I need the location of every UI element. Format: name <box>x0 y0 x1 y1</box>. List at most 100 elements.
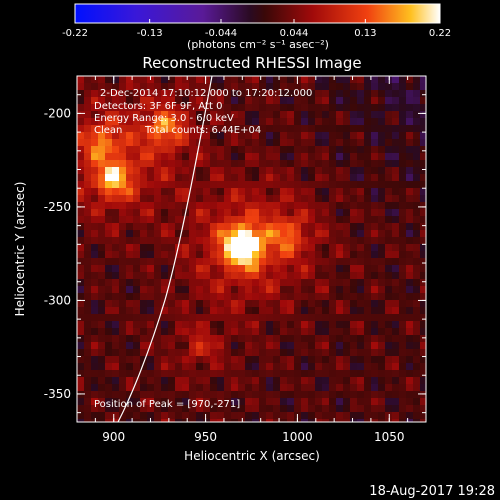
heatmap-cell <box>91 90 98 97</box>
heatmap-cell <box>77 314 84 321</box>
heatmap-cell <box>126 146 133 153</box>
heatmap-cell <box>98 370 105 377</box>
heatmap-cell <box>280 237 287 244</box>
heatmap-cell <box>147 237 154 244</box>
heatmap-cell <box>154 251 161 258</box>
heatmap-cell <box>315 349 322 356</box>
heatmap-cell <box>182 97 189 104</box>
heatmap-cell <box>231 265 238 272</box>
heatmap-cell <box>196 90 203 97</box>
heatmap-cell <box>217 258 224 265</box>
heatmap-cell <box>336 160 343 167</box>
heatmap-cell <box>238 258 245 265</box>
heatmap-cell <box>280 398 287 405</box>
heatmap-cell <box>252 97 259 104</box>
heatmap-cell <box>231 209 238 216</box>
heatmap-cell <box>252 419 259 422</box>
heatmap-cell <box>252 412 259 419</box>
heatmap-cell <box>329 335 336 342</box>
heatmap-cell <box>91 272 98 279</box>
heatmap-cell <box>259 181 266 188</box>
heatmap-cell <box>119 104 126 111</box>
heatmap-cell <box>301 300 308 307</box>
heatmap-cell <box>175 139 182 146</box>
heatmap-cell <box>133 188 140 195</box>
heatmap-cell <box>210 223 217 230</box>
heatmap-cell <box>336 251 343 258</box>
heatmap-cell <box>350 181 357 188</box>
heatmap-cell <box>287 370 294 377</box>
heatmap-cell <box>371 314 378 321</box>
heatmap-cell <box>203 412 210 419</box>
heatmap-cell <box>245 349 252 356</box>
heatmap-cell <box>413 258 420 265</box>
heatmap-cell <box>196 279 203 286</box>
heatmap-cell <box>350 258 357 265</box>
heatmap-cell <box>371 209 378 216</box>
heatmap-cell <box>98 202 105 209</box>
heatmap-cell <box>140 216 147 223</box>
heatmap-cell <box>140 195 147 202</box>
heatmap-cell <box>119 118 126 125</box>
heatmap-cell <box>231 146 238 153</box>
y-tick-label: -250 <box>44 200 71 214</box>
heatmap-cell <box>189 209 196 216</box>
heatmap-cell <box>224 286 231 293</box>
heatmap-cell <box>175 223 182 230</box>
heatmap-cell <box>406 139 413 146</box>
heatmap-cell <box>238 342 245 349</box>
heatmap-cell <box>98 398 105 405</box>
heatmap-cell <box>84 216 91 223</box>
heatmap-cell <box>105 286 112 293</box>
heatmap-cell <box>161 202 168 209</box>
heatmap-cell <box>329 83 336 90</box>
heatmap-cell <box>154 216 161 223</box>
heatmap-cell <box>364 307 371 314</box>
heatmap-cell <box>182 279 189 286</box>
heatmap-cell <box>315 146 322 153</box>
heatmap-cell <box>399 237 406 244</box>
heatmap-cell <box>168 412 175 419</box>
heatmap-cell <box>126 265 133 272</box>
heatmap-cell <box>350 111 357 118</box>
heatmap-cell <box>147 104 154 111</box>
heatmap-cell <box>364 202 371 209</box>
heatmap-cell <box>245 286 252 293</box>
heatmap-cell <box>329 167 336 174</box>
heatmap-cell <box>266 90 273 97</box>
heatmap-cell <box>133 160 140 167</box>
heatmap-cell <box>385 293 392 300</box>
heatmap-cell <box>385 111 392 118</box>
heatmap-cell <box>203 139 210 146</box>
heatmap-cell <box>392 293 399 300</box>
heatmap-cell <box>77 384 84 391</box>
heatmap-cell <box>378 251 385 258</box>
heatmap-cell <box>385 139 392 146</box>
heatmap-cell <box>273 265 280 272</box>
heatmap-cell <box>399 209 406 216</box>
heatmap-cell <box>154 146 161 153</box>
heatmap-cell <box>140 258 147 265</box>
heatmap-cell <box>189 83 196 90</box>
heatmap-cell <box>119 412 126 419</box>
heatmap-cell <box>315 293 322 300</box>
heatmap-cell <box>399 160 406 167</box>
heatmap-cell <box>343 83 350 90</box>
heatmap-cell <box>280 279 287 286</box>
heatmap-cell <box>105 125 112 132</box>
heatmap-cell <box>287 167 294 174</box>
heatmap-cell <box>175 300 182 307</box>
heatmap-cell <box>322 412 329 419</box>
heatmap-cell <box>287 300 294 307</box>
heatmap-cell <box>91 342 98 349</box>
heatmap-cell <box>406 272 413 279</box>
heatmap-cell <box>385 307 392 314</box>
heatmap-cell <box>217 153 224 160</box>
heatmap-cell <box>273 160 280 167</box>
heatmap-cell <box>392 384 399 391</box>
heatmap-cell <box>399 188 406 195</box>
heatmap-cell <box>336 412 343 419</box>
heatmap-cell <box>308 202 315 209</box>
heatmap-cell <box>238 223 245 230</box>
heatmap-cell <box>210 398 217 405</box>
